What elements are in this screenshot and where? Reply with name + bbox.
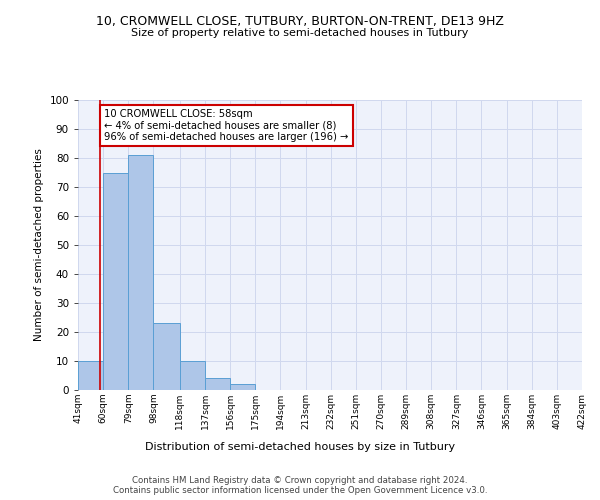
Bar (128, 155, 154, 390)
Y-axis label: Number of semi-detached properties: Number of semi-detached properties (34, 148, 44, 342)
Bar (230, 384, 255, 390)
Text: Size of property relative to semi-detached houses in Tutbury: Size of property relative to semi-detach… (131, 28, 469, 38)
Bar (154, 324, 180, 390)
Text: Distribution of semi-detached houses by size in Tutbury: Distribution of semi-detached houses by … (145, 442, 455, 452)
Bar (103, 172, 128, 390)
Text: Contains HM Land Registry data © Crown copyright and database right 2024.
Contai: Contains HM Land Registry data © Crown c… (113, 476, 487, 495)
Text: 10, CROMWELL CLOSE, TUTBURY, BURTON-ON-TRENT, DE13 9HZ: 10, CROMWELL CLOSE, TUTBURY, BURTON-ON-T… (96, 15, 504, 28)
Bar (180, 361, 205, 390)
Bar (205, 378, 230, 390)
Bar (78, 361, 103, 390)
Text: 10 CROMWELL CLOSE: 58sqm
← 4% of semi-detached houses are smaller (8)
96% of sem: 10 CROMWELL CLOSE: 58sqm ← 4% of semi-de… (104, 108, 349, 142)
